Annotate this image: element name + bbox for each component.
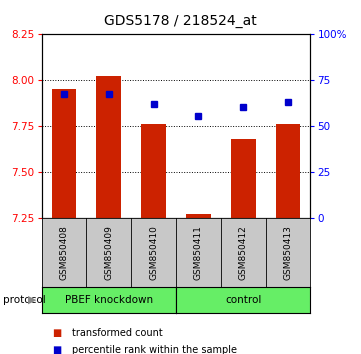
Text: protocol: protocol [3, 295, 45, 305]
Bar [186, 214, 211, 218]
Text: GSM850413: GSM850413 [283, 225, 292, 280]
Text: GDS5178 / 218524_at: GDS5178 / 218524_at [104, 14, 257, 28]
Text: percentile rank within the sample: percentile rank within the sample [72, 346, 237, 354]
Bar [141, 124, 166, 218]
Bar [96, 76, 121, 218]
Text: GSM850411: GSM850411 [194, 225, 203, 280]
Text: transformed count: transformed count [72, 328, 163, 338]
Text: ■: ■ [52, 346, 62, 354]
Text: GSM850409: GSM850409 [104, 225, 113, 280]
Bar [276, 124, 300, 218]
Text: PBEF knockdown: PBEF knockdown [65, 295, 153, 305]
Text: ■: ■ [52, 328, 62, 338]
Text: GSM850410: GSM850410 [149, 225, 158, 280]
Text: GSM850408: GSM850408 [60, 225, 69, 280]
Bar [231, 138, 256, 218]
Text: GSM850412: GSM850412 [239, 225, 248, 280]
Text: control: control [225, 295, 261, 305]
Bar [52, 89, 76, 218]
Text: ▶: ▶ [27, 295, 36, 305]
